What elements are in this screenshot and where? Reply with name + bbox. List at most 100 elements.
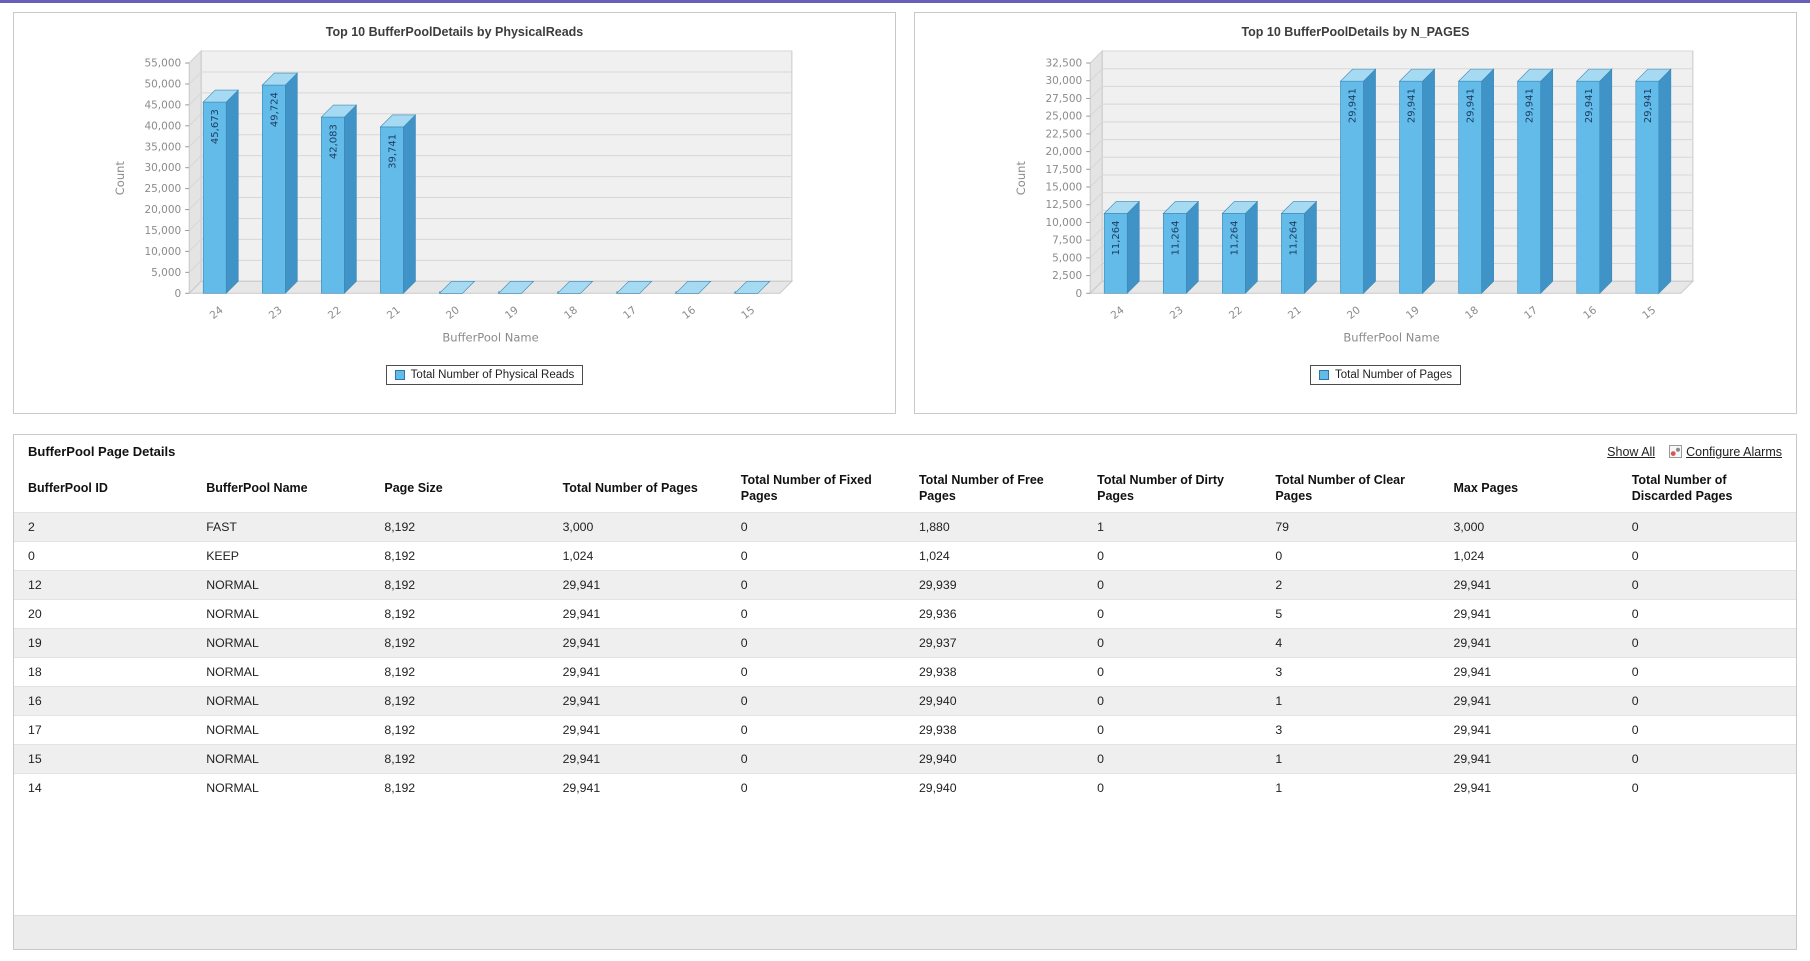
svg-text:50,000: 50,000	[144, 78, 181, 90]
panel-title: BufferPool Page Details	[28, 444, 176, 459]
svg-text:19: 19	[503, 304, 521, 322]
cell: 0	[726, 715, 905, 745]
cell: 29,941	[1439, 773, 1618, 803]
table-row: 20 NORMAL 8,192 29,941 0 29,936 0 5 29,941 0	[14, 599, 1796, 629]
svg-text:21: 21	[1286, 304, 1304, 322]
table-row: 19 NORMAL 8,192 29,941 0 29,937 0 4 29,941 0	[14, 628, 1796, 658]
svg-text:17: 17	[621, 304, 639, 322]
svg-text:49,724: 49,724	[269, 92, 280, 127]
svg-text:16: 16	[680, 304, 698, 322]
svg-text:17,500: 17,500	[1045, 164, 1082, 176]
cell: 0	[726, 628, 905, 658]
n-pages-bar-chart: 0 2,500 5,000 7,500 10,000 12,500 15,000 17,500…	[1014, 49, 1695, 344]
chart-legend: Total Number of Pages	[915, 365, 1796, 386]
cell: 1,024	[904, 541, 1084, 571]
cell: 0	[14, 541, 193, 571]
svg-text:15,000: 15,000	[1045, 182, 1082, 194]
cell: 8,192	[370, 773, 549, 803]
configure-alarms-label[interactable]: Configure Alarms	[1686, 444, 1782, 459]
cell: 0	[1083, 773, 1262, 803]
cell: 1,024	[548, 541, 727, 571]
cell: 29,940	[904, 773, 1084, 803]
cell: 29,941	[548, 628, 727, 658]
table-row: 15 NORMAL 8,192 29,941 0 29,940 0 1 29,941 0	[14, 744, 1796, 774]
cell: 29,938	[904, 715, 1084, 745]
configure-alarms-link[interactable]: Configure Alarms	[1669, 445, 1782, 459]
show-all-link[interactable]: Show All	[1607, 444, 1656, 459]
svg-text:15,000: 15,000	[144, 225, 181, 237]
svg-text:45,673: 45,673	[210, 109, 221, 144]
table-header-row: BufferPool ID BufferPool Name Page Size Tot…	[14, 465, 1796, 513]
panel-spacer	[14, 802, 1796, 915]
svg-text:22: 22	[326, 304, 344, 322]
svg-text:29,941: 29,941	[1348, 88, 1359, 123]
svg-text:20,000: 20,000	[1045, 146, 1082, 158]
cell: 29,940	[904, 744, 1084, 774]
cell: 5	[1261, 599, 1440, 629]
chart-title: Top 10 BufferPoolDetails by PhysicalRead…	[325, 25, 584, 39]
legend-swatch-icon	[394, 370, 405, 381]
svg-text:11,264: 11,264	[1170, 220, 1181, 255]
cell: 29,941	[1439, 599, 1618, 629]
svg-text:5,000: 5,000	[1052, 252, 1082, 264]
svg-text:23: 23	[267, 304, 285, 322]
cell: 0	[1617, 773, 1796, 803]
cell: 0	[1617, 599, 1796, 629]
svg-text:21: 21	[385, 304, 403, 322]
svg-text:2,500: 2,500	[1052, 270, 1082, 282]
table-row: 0 KEEP 8,192 1,024 0 1,024 0 0 1,024 0	[14, 541, 1796, 571]
svg-text:20: 20	[444, 304, 462, 322]
charts-row: Top 10 BufferPoolDetails by PhysicalRead…	[13, 12, 1797, 414]
svg-text:29,941: 29,941	[1466, 88, 1477, 123]
physical-reads-bar-chart: 0 5,000 10,000 15,000 20,000 25,000 30,000 35,0…	[113, 49, 794, 344]
cell: 0	[726, 773, 905, 803]
cell: FAST	[192, 512, 371, 542]
svg-text:10,000: 10,000	[1045, 217, 1082, 229]
cell: 3,000	[548, 512, 727, 542]
svg-text:22,500: 22,500	[1045, 128, 1082, 140]
cell: 16	[14, 686, 193, 716]
svg-text:32,500: 32,500	[1045, 58, 1082, 70]
cell: 1	[1261, 773, 1440, 803]
cell: 29,941	[548, 686, 727, 716]
cell: 29,941	[548, 657, 727, 687]
column-header: Total Number of Fixed Pages	[740, 473, 872, 503]
svg-text:29,941: 29,941	[1525, 88, 1536, 123]
table-panel-header: BufferPool Page Details Show All Configu…	[14, 435, 1796, 465]
cell: 29,937	[904, 628, 1084, 658]
cell: 3	[1261, 657, 1440, 687]
cell: 8,192	[370, 512, 549, 542]
svg-text:55,000: 55,000	[144, 58, 181, 70]
cell: 29,941	[1439, 570, 1618, 600]
cell: NORMAL	[192, 686, 371, 716]
cell: NORMAL	[192, 628, 371, 658]
svg-text:29,941: 29,941	[1584, 88, 1595, 123]
cell: 12	[14, 570, 193, 600]
svg-text:19: 19	[1404, 304, 1422, 322]
cell: KEEP	[192, 541, 371, 571]
cell: 0	[1617, 570, 1796, 600]
svg-text:11,264: 11,264	[1288, 220, 1299, 255]
panel-footer-bar	[14, 915, 1796, 949]
table-row: 2 FAST 8,192 3,000 0 1,880 1 79 3,000 0	[14, 512, 1796, 542]
cell: 29,941	[548, 570, 727, 600]
cell: 19	[14, 628, 193, 658]
cell: 0	[1617, 512, 1796, 542]
bufferpool-page-details-panel: BufferPool Page Details Show All Configu…	[13, 434, 1797, 950]
cell: 3,000	[1439, 512, 1618, 542]
column-header: Page Size	[384, 480, 443, 495]
svg-text:16: 16	[1581, 304, 1599, 322]
cell: 29,941	[548, 715, 727, 745]
table-row: 17 NORMAL 8,192 29,941 0 29,938 0 3 29,941 0	[14, 715, 1796, 745]
svg-text:35,000: 35,000	[144, 141, 181, 153]
cell: NORMAL	[192, 773, 371, 803]
legend-box: Total Number of Pages	[1310, 365, 1461, 386]
cell: NORMAL	[192, 657, 371, 687]
column-header: Total Number of Dirty Pages	[1097, 473, 1224, 503]
cell: 0	[1617, 541, 1796, 571]
cell: 29,940	[904, 686, 1084, 716]
legend-label: Total Number of Pages	[1335, 369, 1452, 382]
cell: 0	[1083, 541, 1262, 571]
legend-swatch-icon	[1319, 370, 1329, 381]
svg-text:45,000: 45,000	[144, 99, 181, 111]
